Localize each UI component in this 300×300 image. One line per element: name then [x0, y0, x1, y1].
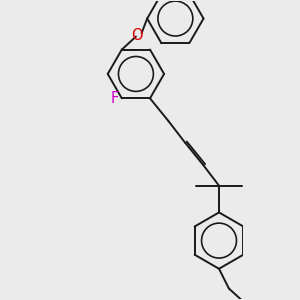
Text: O: O: [131, 28, 143, 43]
Text: F: F: [110, 91, 118, 106]
